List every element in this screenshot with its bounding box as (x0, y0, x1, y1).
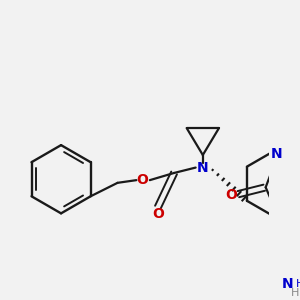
Polygon shape (281, 225, 295, 269)
Text: N: N (271, 147, 282, 161)
Text: H: H (291, 288, 299, 298)
Text: N: N (197, 160, 208, 175)
Text: O: O (152, 207, 164, 221)
Text: O: O (137, 173, 148, 187)
Text: N: N (281, 277, 293, 291)
Text: O: O (226, 188, 238, 202)
Text: H: H (296, 279, 300, 289)
